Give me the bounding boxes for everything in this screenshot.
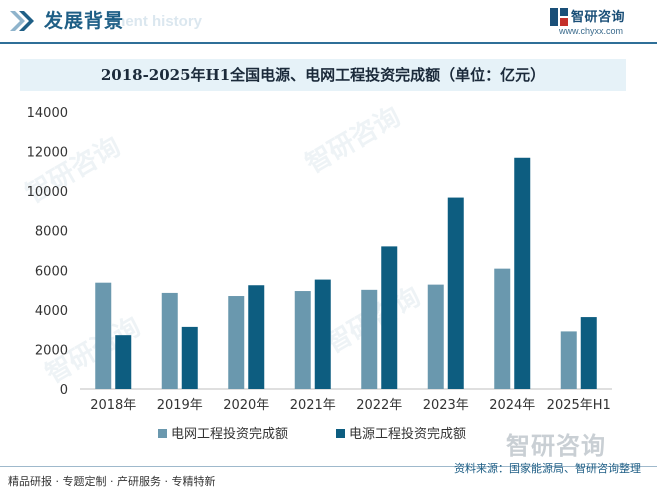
y-tick-label: 8000 [35, 225, 68, 240]
bar-grid-investment [560, 331, 577, 389]
chart-title-band: 2018-2025年H1全国电源、电网工程投资完成额（单位：亿元） [20, 59, 626, 91]
bar-grid-investment [494, 268, 511, 389]
brand-name: 智研咨询 [571, 10, 626, 25]
bar-grid-investment [361, 289, 378, 389]
bar-grid-investment [161, 292, 178, 389]
bar-power-investment [381, 246, 398, 389]
legend-label: 电网工程投资完成额 [171, 426, 288, 442]
x-tick-label: 2021年 [290, 398, 336, 413]
brand-logo: 智研咨询 www.chyxx.com [549, 6, 639, 40]
x-tick-label: 2020年 [223, 398, 269, 413]
x-tick-label: 2023年 [423, 398, 469, 413]
footer: 精品研报 · 专题定制 · 产研服务 · 专精特新 资料来源：国家能源局、智研咨… [0, 462, 657, 493]
bar-power-investment [580, 317, 597, 389]
bar-power-investment [115, 335, 132, 389]
footer-divider [0, 466, 657, 467]
x-tick-label: 2019年 [157, 398, 203, 413]
legend-swatch [158, 429, 167, 438]
bar-grid-investment [294, 291, 311, 389]
brand-logo-icon [550, 8, 568, 26]
bar-grid-investment [95, 282, 112, 389]
bar-power-investment [248, 285, 265, 389]
x-tick-label: 2025年H1 [547, 398, 611, 413]
bar-power-investment [514, 157, 531, 389]
bar-power-investment [314, 279, 331, 389]
header-divider [0, 42, 657, 44]
y-tick-label: 0 [60, 383, 68, 398]
chart-title: 2018-2025年H1全国电源、电网工程投资完成额（单位：亿元） [100, 66, 546, 84]
bar-chart: 0 2000 4000 6000 8000 10000 12000 14000 2018年 201… [27, 106, 612, 442]
y-tick-label: 12000 [27, 146, 68, 161]
y-tick-label: 2000 [35, 343, 68, 358]
y-tick-label: 4000 [35, 304, 68, 319]
x-tick-label: 2022年 [356, 398, 402, 413]
y-tick-label: 10000 [27, 185, 68, 200]
header: ment history 发展背景 [0, 0, 657, 44]
section-title: 发展背景 [44, 10, 125, 32]
brand-url: www.chyxx.com [559, 26, 624, 36]
x-tick-label: 2018年 [90, 398, 136, 413]
legend-label: 电源工程投资完成额 [349, 426, 466, 442]
bar-power-investment [181, 326, 198, 389]
source-note: 资料来源：国家能源局、智研咨询整理 [454, 462, 641, 475]
footer-tagline: 精品研报 · 专题定制 · 产研服务 · 专精特新 [8, 475, 216, 488]
double-chevron-icon [10, 11, 34, 31]
x-tick-label: 2024年 [489, 398, 535, 413]
header-watermark: ment history [112, 13, 203, 30]
y-tick-label: 14000 [27, 106, 68, 121]
bar-grid-investment [427, 284, 444, 389]
y-tick-label: 6000 [35, 264, 68, 279]
brand-watermark: 智研咨询 [506, 432, 606, 460]
bar-grid-investment [228, 296, 245, 389]
legend-swatch [336, 429, 345, 438]
bar-power-investment [447, 197, 464, 389]
